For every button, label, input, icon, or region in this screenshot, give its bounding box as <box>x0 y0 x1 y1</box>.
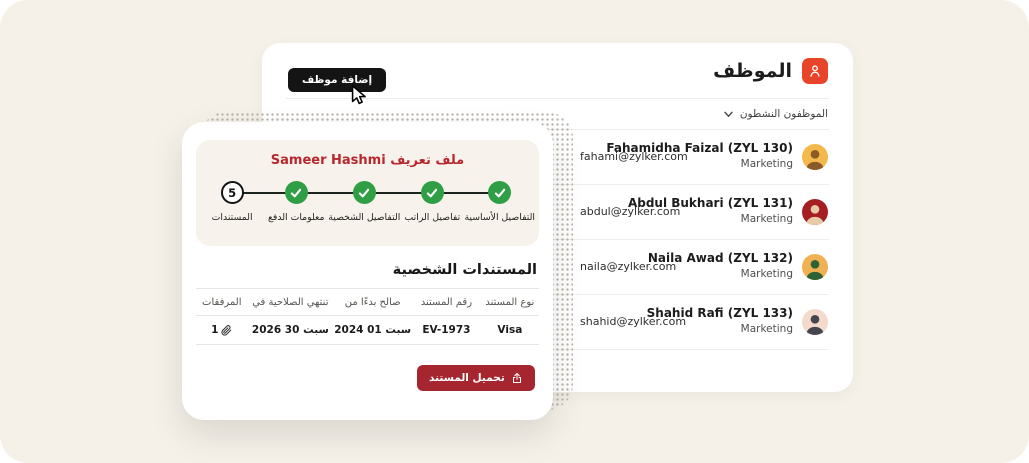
step-label: تفاصيل الراتب <box>404 212 461 223</box>
employee-name-block: Shahid Rafi (ZYL 133) Marketing <box>647 306 793 335</box>
page-title: الموظف <box>713 59 792 82</box>
expires-on-value: سبت 30 2026 <box>251 324 329 336</box>
avatar-person-icon <box>805 149 825 170</box>
check-icon <box>291 188 302 197</box>
col-attachments: المرفقات <box>202 296 242 308</box>
employee-department: Marketing <box>740 213 793 225</box>
avatar <box>802 199 828 225</box>
step-documents: 5 المستندات <box>200 181 264 223</box>
header-divider <box>286 98 829 99</box>
employee-email: naila@zylker.com <box>580 260 677 273</box>
employee-name-block: Abdul Bukhari (ZYL 131) Marketing <box>628 196 793 225</box>
col-valid-from: صالح بدءًا من <box>344 296 401 308</box>
check-icon <box>494 188 505 197</box>
employee-email: shahid@zylker.com <box>580 315 687 328</box>
add-employee-button[interactable]: إضافة موظف <box>288 68 387 92</box>
active-employees-dropdown[interactable]: الموظفون النشطون <box>262 99 853 129</box>
download-button-label: تحميل المستند <box>429 372 505 384</box>
employee-name: Naila Awad (ZYL 132) <box>647 251 793 265</box>
step-label: التفاصيل الشخصية <box>328 212 401 223</box>
step-done-icon[interactable] <box>420 181 444 204</box>
employee-name-block: Fahamidha Faizal (ZYL 130) Marketing <box>606 141 793 170</box>
employee-name: Abdul Bukhari (ZYL 131) <box>627 196 793 210</box>
step-done-icon[interactable] <box>352 181 376 204</box>
step-personal-details: التفاصيل الشخصية <box>328 181 400 223</box>
filter-label: الموظفون النشطون <box>739 108 828 120</box>
attachment-link[interactable]: 1 <box>196 324 247 336</box>
table-divider <box>196 315 539 316</box>
avatar <box>802 254 828 280</box>
check-icon <box>427 188 438 197</box>
employee-name: Fahamidha Faizal (ZYL 130) <box>606 141 793 155</box>
step-salary-details: تفاصيل الراتب <box>400 181 464 223</box>
valid-from-value: سبت 01 2024 <box>334 324 412 336</box>
employee-department: Marketing <box>740 158 793 170</box>
attachment-count: 1 <box>211 324 219 336</box>
employee-row[interactable]: Fahamidha Faizal (ZYL 130) Marketing fah… <box>262 130 853 185</box>
profile-card: ملف تعريف Sameer Hashmi التفاصيل الأساسي… <box>182 122 553 420</box>
step-done-icon[interactable] <box>284 181 308 204</box>
doc-number-value: EV-1973 <box>422 324 471 336</box>
employee-name-block: Naila Awad (ZYL 132) Marketing <box>648 251 793 280</box>
avatar-person-icon <box>805 259 825 280</box>
employee-name: Shahid Rafi (ZYL 133) <box>646 306 793 320</box>
employee-list-header: الموظف إضافة موظف <box>262 43 853 105</box>
upload-icon <box>512 373 521 383</box>
employee-app-icon <box>802 57 828 84</box>
col-doc-number: رقم المستند <box>420 296 473 308</box>
paperclip-icon <box>221 324 232 336</box>
step-done-icon[interactable] <box>488 181 512 204</box>
avatar-person-icon <box>805 314 825 335</box>
employee-email: fahami@zylker.com <box>580 150 688 163</box>
doc-type-value: Visa <box>497 324 523 336</box>
step-label: التفاصيل الأساسية <box>464 212 535 223</box>
avatar <box>802 309 828 335</box>
check-icon <box>359 188 370 197</box>
step-current-number[interactable]: 5 <box>220 181 244 204</box>
documents-table: نوع المستند رقم المستند صالح بدءًا من تن… <box>196 288 539 345</box>
employee-department: Marketing <box>740 268 793 280</box>
avatar-person-icon <box>805 204 825 225</box>
col-doc-type: نوع المستند <box>485 296 535 308</box>
step-payment-info: معلومات الدفع <box>264 181 328 223</box>
table-header-row: نوع المستند رقم المستند صالح بدءًا من تن… <box>196 289 539 315</box>
avatar <box>802 144 828 170</box>
person-icon <box>810 64 820 77</box>
wizard-panel: ملف تعريف Sameer Hashmi التفاصيل الأساسي… <box>196 140 539 246</box>
mouse-cursor-icon <box>348 84 370 106</box>
documents-section-title: المستندات الشخصية <box>392 262 537 278</box>
employee-department: Marketing <box>740 323 793 335</box>
table-row: Visa EV-1973 سبت 01 2024 سبت 30 2026 1 <box>196 316 539 344</box>
profile-title: ملف تعريف Sameer Hashmi <box>270 153 465 168</box>
step-label: معلومات الدفع <box>267 212 325 223</box>
chevron-down-icon <box>724 111 733 117</box>
download-document-button[interactable]: تحميل المستند <box>417 365 535 391</box>
step-label: المستندات <box>211 212 253 223</box>
col-expires-on: تنتهي الصلاحية في <box>252 296 329 308</box>
table-divider <box>196 288 539 289</box>
employee-email: abdul@zylker.com <box>580 205 681 218</box>
wizard-stepper: التفاصيل الأساسية تفاصيل الراتب التفاصيل… <box>196 181 539 223</box>
table-divider <box>196 344 539 345</box>
step-basic-details: التفاصيل الأساسية <box>464 181 535 223</box>
